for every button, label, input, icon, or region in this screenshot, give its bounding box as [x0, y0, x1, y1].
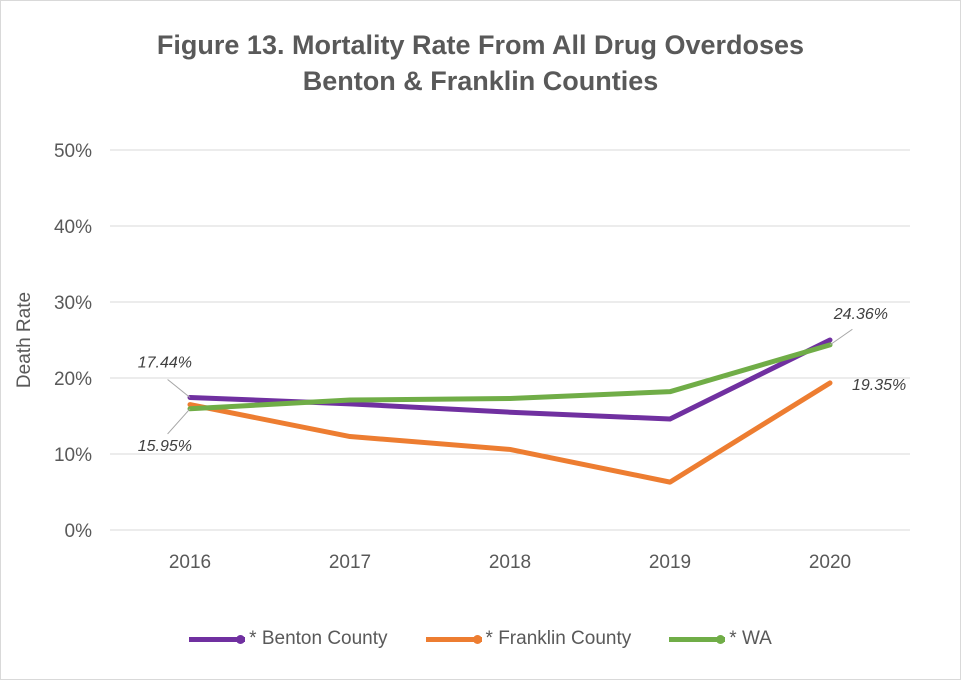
leader-line	[167, 379, 191, 398]
data-label: 24.36%	[833, 306, 888, 323]
x-tick-label: 2020	[809, 552, 851, 573]
data-labels: 17.44% 15.95% 24.36% 19.35%	[138, 306, 907, 455]
leader-line	[829, 328, 853, 346]
series-line	[187, 380, 833, 485]
legend: * Benton County * Franklin County * WA	[0, 628, 961, 650]
series-lines	[187, 337, 833, 485]
legend-label: * Franklin County	[485, 628, 632, 649]
x-axis-ticks: 2016 2017 2018 2019 2020	[169, 552, 851, 573]
x-tick-label: 2019	[649, 552, 691, 573]
series-line	[187, 337, 833, 422]
y-tick-label: 20%	[54, 369, 92, 390]
x-tick-label: 2017	[329, 552, 371, 573]
data-label: 15.95%	[138, 438, 192, 455]
legend-label: * Benton County	[249, 628, 388, 649]
y-tick-label: 50%	[54, 141, 92, 162]
data-label: 19.35%	[852, 377, 906, 394]
legend-swatch	[189, 634, 246, 644]
chart-title: Figure 13. Mortality Rate From All Drug …	[156, 30, 805, 60]
x-tick-label: 2016	[169, 552, 211, 573]
legend-item: * WA	[669, 628, 772, 650]
chart-subtitle: Benton & Franklin Counties	[302, 66, 659, 96]
leader-line	[167, 408, 191, 435]
y-axis-label: Death Rate	[14, 292, 35, 388]
legend-item: * Benton County	[189, 628, 388, 650]
legend-item: * Franklin County	[425, 628, 632, 650]
x-tick-label: 2018	[489, 552, 531, 573]
series-line	[187, 342, 833, 412]
data-label: 17.44%	[138, 354, 192, 371]
legend-swatch	[669, 634, 726, 644]
gridlines	[110, 149, 910, 531]
legend-swatch	[425, 634, 482, 644]
legend-label: * WA	[729, 628, 772, 649]
y-tick-label: 30%	[54, 293, 92, 314]
y-tick-label: 10%	[54, 445, 92, 466]
y-tick-label: 40%	[54, 217, 92, 238]
y-tick-label: 0%	[65, 521, 93, 542]
y-axis-ticks: 0% 10% 20% 30% 40% 50%	[54, 141, 92, 542]
